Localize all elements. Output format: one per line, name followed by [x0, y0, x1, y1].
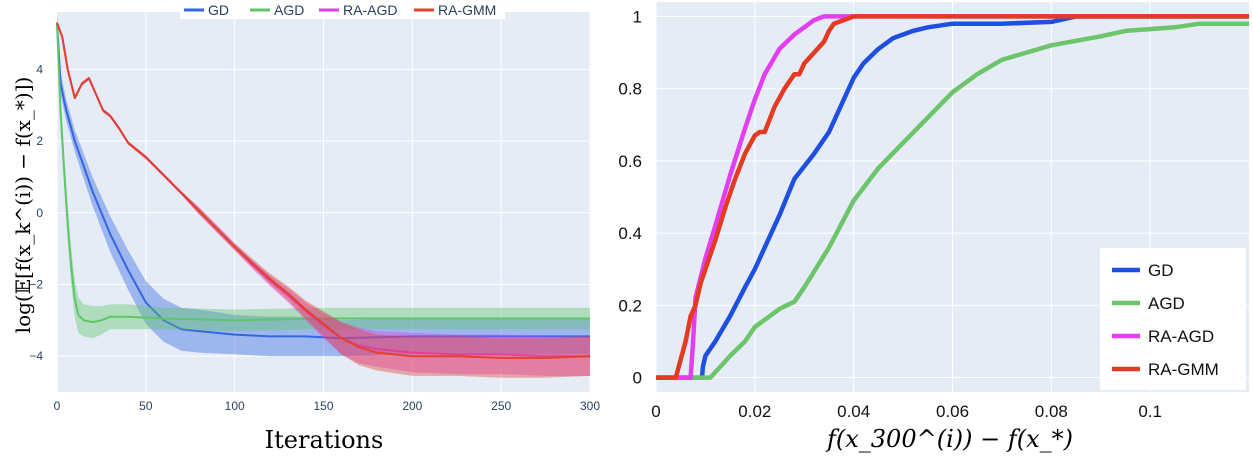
x-tick-label: 100 — [225, 399, 245, 413]
left-series-layer — [56, 12, 591, 378]
x-tick-label: 0.08 — [1035, 402, 1068, 421]
series-ra-gmm-line — [656, 14, 1249, 380]
legend-item-gd[interactable]: GD — [184, 2, 229, 18]
legend-label: AGD — [274, 2, 304, 18]
y-tick-label: 0.4 — [618, 224, 642, 243]
x-tick-label: 250 — [491, 399, 511, 413]
y-tick-label: −2 — [29, 277, 43, 291]
series-agd — [56, 12, 590, 339]
series-agd-line — [56, 22, 590, 324]
series-gd-line — [656, 14, 1249, 380]
left-y-ticks: 4 2 0 −2 −4 — [29, 62, 43, 363]
series-agd — [656, 21, 1249, 380]
legend-item-ra-agd[interactable]: RA-AGD — [319, 2, 397, 18]
x-tick-label: 0.06 — [936, 402, 969, 421]
legend-label: RA-AGD — [343, 2, 397, 18]
y-tick-label: 2 — [36, 134, 43, 148]
x-tick-label: 300 — [580, 399, 600, 413]
y-tick-label: 0.6 — [618, 152, 642, 171]
x-tick-label: 50 — [139, 399, 153, 413]
series-agd-band — [57, 12, 590, 339]
x-tick-label: 0.04 — [837, 402, 870, 421]
x-tick-label: 0.1 — [1138, 402, 1162, 421]
series-ra-agd-band — [57, 21, 590, 376]
y-tick-label: −4 — [29, 349, 43, 363]
y-tick-label: 4 — [36, 62, 43, 76]
legend-item-ra-gmm[interactable]: RA-GMM — [414, 2, 496, 18]
legend-item-ra-agd[interactable]: RA-AGD — [1112, 327, 1214, 346]
x-tick-label: 0 — [651, 402, 660, 421]
y-tick-label: 1 — [633, 7, 642, 26]
legend-item-gd[interactable]: GD — [1112, 261, 1174, 280]
series-gd — [56, 12, 590, 357]
y-tick-label: 0 — [36, 206, 43, 220]
y-tick-label: 0.2 — [618, 296, 642, 315]
legend-item-ra-gmm[interactable]: RA-GMM — [1112, 360, 1219, 379]
series-agd-line — [656, 21, 1249, 380]
legend-label: GD — [1148, 261, 1174, 280]
legend-item-agd[interactable]: AGD — [250, 2, 304, 18]
left-legend-box — [180, 0, 505, 19]
series-ra-gmm — [56, 21, 591, 378]
series-gd-band — [57, 12, 590, 357]
left-y-axis-label: log(𝔼[f(x_k^(i)) − f(x_*)]) — [11, 77, 35, 334]
left-grid — [56, 12, 591, 392]
legend-label: GD — [208, 2, 229, 18]
x-tick-label: 150 — [313, 399, 333, 413]
y-tick-label: 0.8 — [618, 80, 642, 99]
legend-label: RA-GMM — [1148, 360, 1219, 379]
x-tick-label: 0 — [54, 399, 61, 413]
y-tick-label: 0 — [633, 369, 642, 388]
legend-label: AGD — [1148, 294, 1185, 313]
right-y-ticks: 0 0.2 0.4 0.6 0.8 1 — [618, 7, 642, 387]
x-tick-label: 200 — [402, 399, 422, 413]
series-ra-gmm-line — [56, 22, 591, 359]
legend-label: RA-GMM — [438, 2, 496, 18]
right-series-layer — [656, 14, 1249, 380]
right-legend: GD AGD RA-AGD RA-GMM — [1100, 248, 1246, 390]
legend-item-agd[interactable]: AGD — [1112, 294, 1185, 313]
series-ra-gmm — [656, 14, 1249, 380]
left-x-ticks: 0 50 100 150 200 250 300 — [54, 399, 601, 413]
left-legend: GD AGD RA-AGD RA-GMM — [180, 0, 505, 19]
right-chart: 0 0.02 0.04 0.06 0.08 0.1 0 0.2 0.4 0.6 0.8 1 f(x_… — [618, 2, 1249, 453]
series-gd — [656, 14, 1249, 380]
legend-label: RA-AGD — [1148, 327, 1214, 346]
series-gd-line — [56, 22, 590, 340]
right-x-ticks: 0 0.02 0.04 0.06 0.08 0.1 — [651, 402, 1162, 421]
x-tick-label: 0.02 — [738, 402, 771, 421]
left-x-axis-label: Iterations — [265, 426, 384, 454]
left-chart: 0 50 100 150 200 250 300 4 2 0 −2 −4 Iterations lo… — [11, 0, 600, 454]
series-ra-gmm-band — [57, 21, 590, 378]
right-x-axis-label: f(x_300^(i)) − f(x_*) — [825, 425, 1073, 453]
